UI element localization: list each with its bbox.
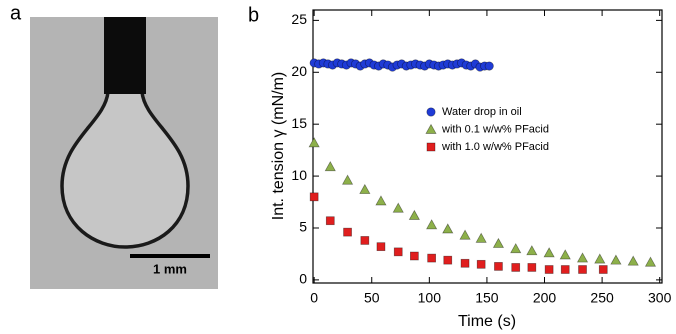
point bbox=[343, 227, 352, 237]
point bbox=[376, 242, 386, 252]
micrograph: 1 mm bbox=[30, 17, 218, 289]
needle bbox=[104, 17, 146, 94]
y-tick-label: 5 bbox=[299, 219, 307, 235]
x-tick-label: 100 bbox=[418, 290, 442, 306]
point bbox=[560, 265, 570, 274]
point bbox=[359, 183, 371, 194]
y-axis-label: Int. tension γ (mN/m) bbox=[270, 72, 287, 220]
point bbox=[324, 161, 336, 172]
point bbox=[594, 253, 606, 264]
x-tick-label: 50 bbox=[364, 290, 380, 306]
point bbox=[576, 252, 589, 263]
point bbox=[543, 247, 555, 258]
x-tick-label: 300 bbox=[648, 290, 672, 306]
point bbox=[559, 249, 571, 260]
point bbox=[578, 265, 587, 274]
point bbox=[598, 265, 608, 274]
legend: Water drop in oil with 0.1 w/w% PFacid wit… bbox=[425, 106, 549, 153]
x-tick-label: 150 bbox=[475, 290, 499, 306]
point bbox=[393, 247, 403, 257]
point bbox=[476, 259, 486, 269]
legend-marker bbox=[425, 123, 437, 134]
y-tick-label: 20 bbox=[291, 63, 307, 79]
point bbox=[426, 219, 438, 230]
y-tick-label: 25 bbox=[291, 11, 307, 27]
point bbox=[375, 195, 387, 206]
drop bbox=[60, 90, 190, 249]
point bbox=[443, 255, 453, 265]
legend-marker bbox=[426, 142, 436, 152]
point bbox=[644, 256, 657, 267]
point bbox=[511, 263, 521, 272]
point bbox=[460, 258, 470, 268]
y-tick-label: 15 bbox=[291, 115, 307, 131]
point bbox=[475, 232, 487, 243]
x-axis-label: Time (s) bbox=[458, 313, 516, 330]
point bbox=[410, 251, 419, 261]
legend-label: Water drop in oil bbox=[442, 106, 522, 118]
point bbox=[526, 245, 538, 256]
point bbox=[527, 263, 537, 272]
x-tick-label: 0 bbox=[310, 290, 318, 306]
y-tick-label: 10 bbox=[291, 167, 307, 183]
legend-label: with 1.0 w/w% PFacid bbox=[441, 141, 549, 153]
point bbox=[627, 255, 639, 266]
point bbox=[308, 137, 320, 148]
y-tick-label: 0 bbox=[299, 271, 307, 287]
point bbox=[341, 174, 354, 185]
point bbox=[392, 202, 404, 213]
x-tick-label: 200 bbox=[533, 290, 557, 306]
panel-label: a bbox=[10, 2, 22, 24]
point bbox=[442, 223, 454, 234]
point bbox=[459, 229, 471, 240]
point bbox=[309, 192, 319, 202]
panel-label: b bbox=[248, 4, 259, 26]
point bbox=[510, 243, 522, 254]
legend-marker bbox=[426, 107, 436, 117]
scale-bar-label: 1 mm bbox=[153, 261, 187, 276]
point bbox=[544, 265, 554, 274]
point bbox=[427, 253, 436, 263]
point bbox=[484, 61, 494, 71]
point bbox=[610, 254, 622, 265]
point bbox=[325, 216, 335, 226]
point bbox=[408, 209, 420, 220]
point bbox=[494, 262, 503, 271]
point bbox=[360, 236, 370, 245]
x-tick-label: 250 bbox=[590, 290, 614, 306]
legend-label: with 0.1 w/w% PFacid bbox=[441, 123, 549, 135]
point bbox=[492, 237, 505, 248]
